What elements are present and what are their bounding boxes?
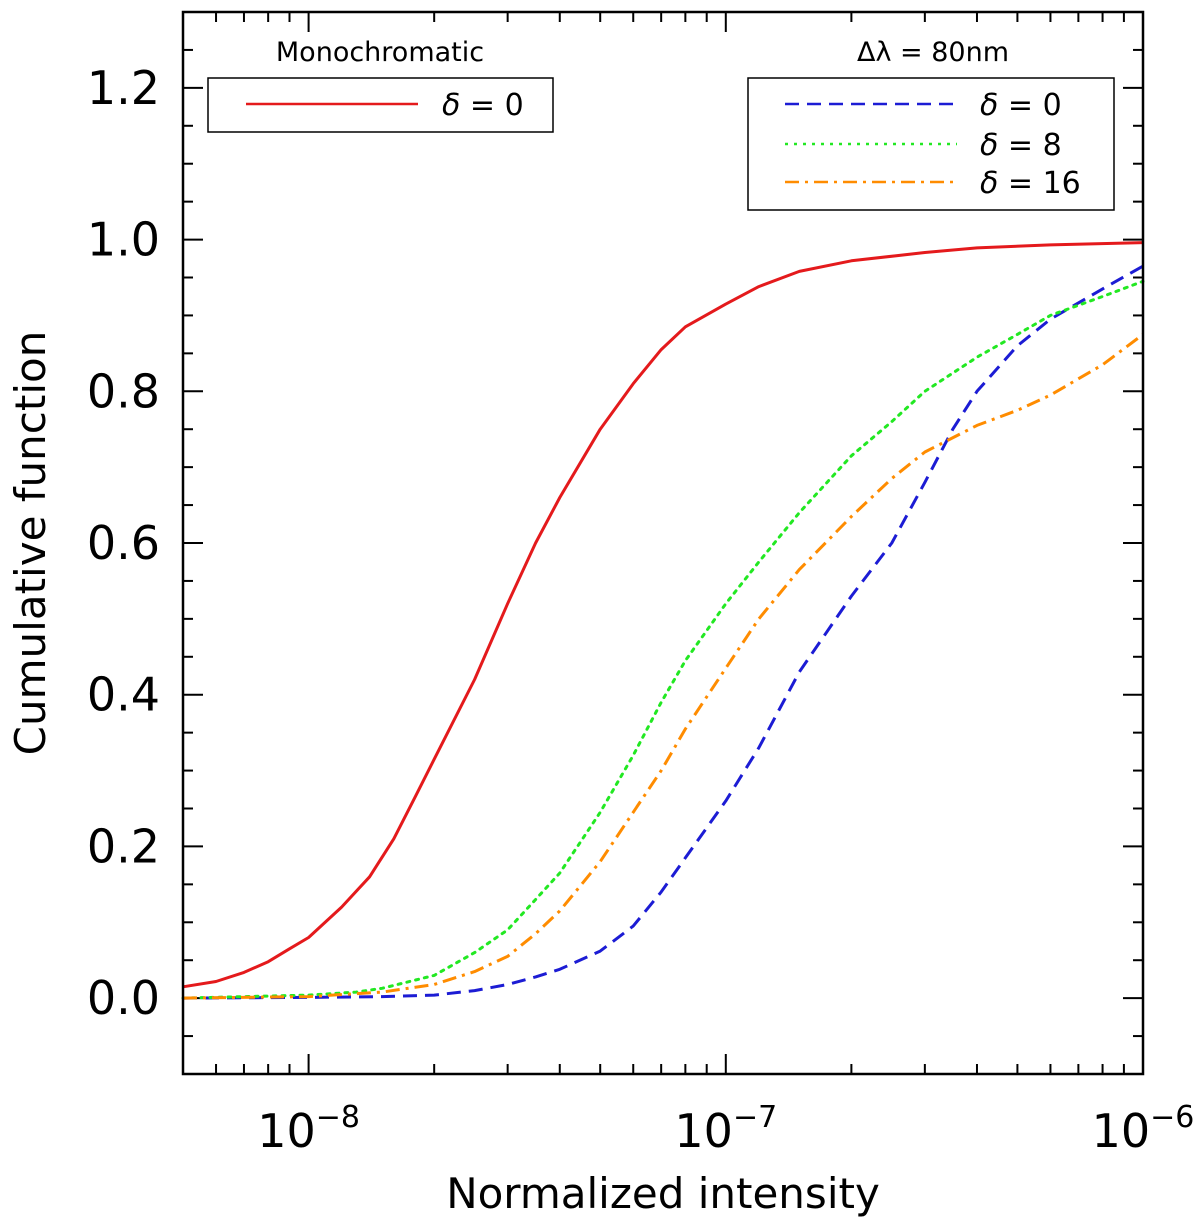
series-line-0 (182, 241, 1144, 989)
y-tick-label: 0.8 (87, 364, 160, 418)
y-tick-label: 1.0 (87, 213, 160, 267)
y-tick-labels: 0.0 0.2 0.4 0.6 0.8 1.0 1.2 (87, 61, 160, 1025)
x-axis-label: Normalized intensity (446, 1169, 880, 1218)
x-tick-label: 10−8 (257, 1100, 360, 1158)
legend-bandwidth-title: Δλ = 80nm (857, 37, 1009, 68)
series-line-3 (182, 333, 1144, 1000)
y-tick-label: 0.4 (87, 668, 160, 722)
legend-label-80nm-delta-8: δ = 8 (980, 128, 1062, 163)
y-tick-label: 0.0 (87, 971, 160, 1025)
legend-bandwidth: Δλ = 80nm δ = 0 δ = 8 δ = 16 (747, 37, 1115, 211)
y-tick-label: 0.2 (87, 819, 160, 873)
plot-frame (181, 10, 1145, 1076)
legend-monochromatic-title: Monochromatic (276, 37, 484, 68)
x-tick-label: 10−7 (674, 1100, 777, 1158)
legend-monochromatic: Monochromatic δ = 0 (207, 37, 554, 133)
series-line-1 (182, 264, 1144, 1000)
series-layer (181, 241, 1145, 1000)
legend-bandwidth-box (747, 77, 1115, 211)
y-tick-label: 1.2 (87, 61, 160, 115)
x-tick-labels: 10−8 10−7 10−6 (257, 1100, 1194, 1158)
y-axis-label: Cumulative function (6, 331, 55, 756)
legend-label-mono-delta-0: δ = 0 (442, 88, 524, 123)
legend-label-80nm-delta-0: δ = 0 (980, 88, 1062, 123)
x-tick-label: 10−6 (1092, 1100, 1195, 1158)
legend-label-80nm-delta-16: δ = 16 (980, 166, 1081, 201)
series-line-2 (181, 279, 1145, 1000)
legend-monochromatic-box (207, 77, 554, 133)
y-tick-label: 0.6 (87, 516, 160, 570)
